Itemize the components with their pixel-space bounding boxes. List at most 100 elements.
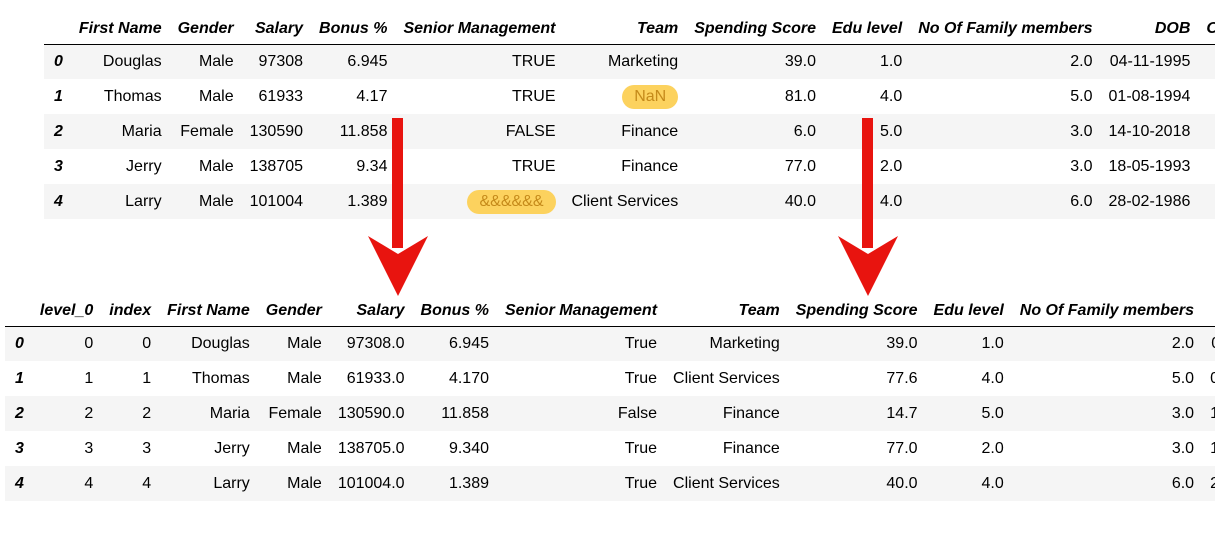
cell-spending: 40.0 — [784, 192, 816, 210]
col-senior-management: Senior Management — [403, 19, 556, 37]
cell-bonus: 11.858 — [441, 404, 489, 422]
cell-family: 3.0 — [1171, 404, 1195, 422]
cell-bonus: 6.945 — [448, 334, 489, 352]
row-index: 4 — [15, 474, 24, 492]
cell-first-name: Douglas — [102, 52, 162, 70]
col-salary: Salary — [254, 19, 304, 37]
table-row: 2 2 2 Maria Female 130590.0 11.858 False… — [5, 396, 1215, 431]
cell-salary: 61933 — [258, 87, 304, 105]
cell-senior: False — [617, 404, 658, 422]
cell-senior: &&&&&& — [395, 184, 563, 219]
cell-gender: Female — [180, 122, 234, 140]
cell-spending: 77.6 — [886, 369, 918, 387]
down-arrow-icon — [838, 118, 898, 296]
row-index: 0 — [15, 334, 24, 352]
cell-bonus: 4.170 — [448, 369, 489, 387]
cell-vehicle: Yes — [1198, 44, 1215, 79]
cell-first-name: Larry — [213, 474, 250, 492]
cell-dob: 14-10-2018 — [1210, 404, 1215, 422]
col-dob: DOB — [1202, 296, 1215, 326]
col-team: Team — [637, 19, 679, 37]
col-team: Team — [738, 301, 780, 319]
col-spending-score: Spending Score — [795, 301, 918, 319]
cell-spending: 14.7 — [886, 404, 918, 422]
cell-dob: 28-02-1986 — [1108, 192, 1191, 210]
table-row: 0 Douglas Male 97308 6.945 TRUE Marketin… — [44, 44, 1215, 79]
cell-salary: 61933.0 — [346, 369, 405, 387]
cell-level-0: 4 — [84, 474, 94, 492]
cell-bonus: 6.945 — [347, 52, 388, 70]
cell-senior: True — [624, 369, 658, 387]
cell-team: Client Services — [673, 474, 780, 492]
cell-gender: Male — [198, 192, 234, 210]
cell-team: Finance — [722, 404, 780, 422]
cell-vehicle: NaN — [1198, 149, 1215, 184]
cell-spending: 77.0 — [784, 157, 816, 175]
cell-vehicle: NaN — [1198, 79, 1215, 114]
cell-senior: True — [624, 474, 658, 492]
cell-gender: Male — [287, 439, 322, 457]
cell-index: 4 — [142, 474, 152, 492]
cell-senior: FALSE — [505, 122, 556, 140]
table-row: 1 Thomas Male 61933 4.17 TRUE NaN 81.0 4… — [44, 79, 1215, 114]
row-index: 2 — [15, 404, 24, 422]
cell-gender: Male — [198, 87, 234, 105]
cell-gender: Male — [287, 369, 322, 387]
cleaned-dataframe-table: level_0 index First Name Gender Salary B… — [5, 296, 1215, 501]
cell-level-0: 0 — [84, 334, 94, 352]
invalid-value-highlight: &&&&&& — [467, 189, 556, 214]
cell-family: 5.0 — [1070, 87, 1093, 105]
cell-dob: 01-08-1994 — [1210, 369, 1215, 387]
col-family-members: No Of Family members — [1019, 301, 1195, 319]
index-header — [5, 296, 32, 326]
cell-senior: TRUE — [511, 87, 556, 105]
cell-level-0: 2 — [84, 404, 94, 422]
cell-dob: 14-10-2018 — [1108, 122, 1191, 140]
col-spending-score: Spending Score — [694, 19, 816, 37]
cell-index: 2 — [142, 404, 152, 422]
cell-level-0: 1 — [84, 369, 94, 387]
col-salary: Salary — [356, 301, 405, 319]
cell-salary: 138705 — [249, 157, 304, 175]
table-row: 3 3 3 Jerry Male 138705.0 9.340 True Fin… — [5, 431, 1215, 466]
cell-senior: TRUE — [511, 157, 556, 175]
cell-edu: 4.0 — [981, 474, 1004, 492]
cell-family: 3.0 — [1070, 157, 1093, 175]
col-bonus: Bonus % — [420, 301, 489, 319]
cell-salary: 130590.0 — [337, 404, 405, 422]
raw-dataframe-table: First Name Gender Salary Bonus % Senior … — [44, 14, 1215, 219]
cell-bonus: 11.858 — [339, 122, 388, 140]
cell-team: NaN — [564, 79, 687, 114]
cell-senior: TRUE — [511, 52, 556, 70]
cell-first-name: Jerry — [214, 439, 250, 457]
row-index: 1 — [54, 87, 63, 105]
cell-first-name: Larry — [125, 192, 162, 210]
row-index: 1 — [15, 369, 24, 387]
cell-spending: 77.0 — [886, 439, 918, 457]
cell-family: 5.0 — [1171, 369, 1195, 387]
cell-first-name: Jerry — [126, 157, 162, 175]
cell-edu: 5.0 — [880, 122, 903, 140]
col-first-name: First Name — [78, 19, 162, 37]
cell-team: Client Services — [571, 192, 679, 210]
col-gender: Gender — [177, 19, 234, 37]
table-row: 4 Larry Male 101004 1.389 &&&&&& Client … — [44, 184, 1215, 219]
cell-spending: 6.0 — [793, 122, 816, 140]
cell-edu: 1.0 — [880, 52, 903, 70]
cell-edu: 4.0 — [880, 192, 903, 210]
cell-salary: 138705.0 — [337, 439, 405, 457]
cell-bonus: 4.17 — [356, 87, 388, 105]
cell-edu: 2.0 — [880, 157, 903, 175]
col-family-members: No Of Family members — [918, 19, 1093, 37]
cell-team: Finance — [621, 122, 679, 140]
cell-dob: 04-11-1995 — [1109, 52, 1191, 70]
cell-team: Finance — [722, 439, 780, 457]
row-index: 0 — [54, 52, 63, 70]
cell-salary: 130590 — [249, 122, 304, 140]
cell-edu: 2.0 — [981, 439, 1004, 457]
cell-gender: Male — [198, 157, 234, 175]
cell-vehicle: NaN — [1198, 114, 1215, 149]
col-edu-level: Edu level — [832, 19, 903, 37]
cell-senior: True — [624, 334, 658, 352]
cell-gender: Female — [268, 404, 322, 422]
